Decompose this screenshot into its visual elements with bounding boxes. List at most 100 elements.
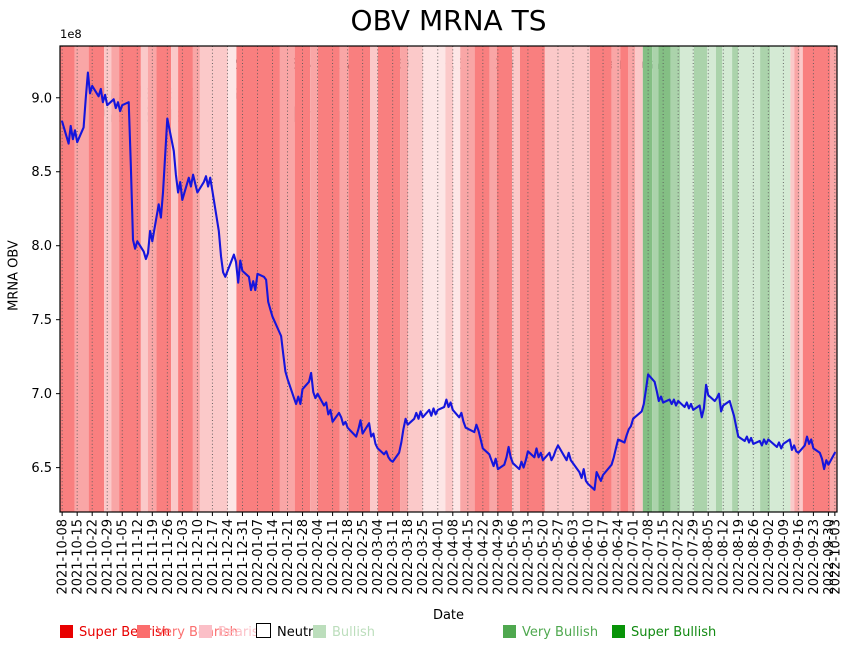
y-axis-ticks: 6.5 7.0 7.5 8.0 8.5 9.0	[31, 91, 60, 476]
signal-band-bearish	[799, 46, 803, 512]
signal-band-super_bearish	[88, 46, 105, 512]
plot-border	[59, 45, 838, 513]
signal-band-very_bearish	[339, 46, 349, 512]
legend-label-bullish: Bullish	[332, 625, 376, 640]
signal-band-bearish	[544, 46, 590, 512]
signal-band-super_bearish	[348, 46, 371, 512]
x-tick-label: 2022-07-29	[687, 519, 702, 595]
signal-band-very_bearish	[628, 46, 635, 512]
signal-band-super_bearish	[620, 46, 628, 512]
x-tick-label: 2022-04-22	[476, 519, 491, 595]
legend-label-bearish: Bearish	[218, 625, 267, 640]
legend-item-very-bearish: Very Bearish	[137, 621, 238, 640]
very-bullish-swatch-icon	[503, 625, 516, 638]
x-tick-label: 2021-10-15	[71, 519, 86, 595]
x-tick-label: 2022-08-12	[717, 519, 732, 595]
x-tick-label: 2022-03-11	[386, 519, 401, 595]
signal-band-super_bearish	[520, 46, 545, 512]
signal-band-super_bearish	[156, 46, 172, 512]
signal-band-bullish	[680, 46, 694, 512]
signal-band-very_bearish	[830, 46, 837, 512]
x-tick-label: 2022-04-15	[461, 519, 476, 595]
signal-band-bearish	[199, 46, 228, 512]
signal-band-bearish	[140, 46, 148, 512]
x-tick-label: 2022-08-19	[732, 519, 747, 595]
signal-band-very_bearish	[147, 46, 157, 512]
x-tick-label: 2021-10-29	[101, 519, 116, 595]
signal-band-very_bearish	[74, 46, 89, 512]
signal-band-weak_bearish	[422, 46, 446, 512]
bullish-swatch-icon	[313, 625, 326, 638]
signal-band-super_bearish	[236, 46, 280, 512]
signal-band-very_bearish	[460, 46, 475, 512]
signal-band-bullish	[707, 46, 716, 512]
signal-band-very_bullish	[670, 46, 680, 512]
signal-band-bearish	[104, 46, 112, 512]
x-tick-label: 2022-06-24	[612, 519, 627, 595]
legend-label-super-bullish: Super Bullish	[631, 625, 717, 640]
legend-label-very-bullish: Very Bullish	[522, 625, 599, 640]
chart-title: OBV MRNA TS	[350, 4, 547, 37]
y-axis-offset-label: 1e8	[60, 27, 82, 41]
x-tick-label: 2022-02-11	[326, 519, 341, 595]
x-tick-label: 2022-06-03	[566, 519, 581, 595]
signal-band-very_bullish	[715, 46, 722, 512]
signal-band-super_bearish	[119, 46, 141, 512]
x-tick-label: 2022-05-13	[521, 519, 536, 595]
signal-band-bearish	[635, 46, 643, 512]
x-tick-label: 2022-03-25	[416, 519, 431, 595]
signal-band-super_bearish	[802, 46, 830, 512]
x-tick-label: 2022-08-26	[747, 519, 762, 595]
neutral-swatch-icon	[256, 623, 271, 638]
signal-band-super_bearish	[496, 46, 513, 512]
signal-band-super_bullish	[658, 46, 671, 512]
signal-band-very_bearish	[310, 46, 318, 512]
signal-band-bearish	[408, 46, 423, 512]
signal-band-very_bearish	[111, 46, 120, 512]
x-tick-label: 2022-03-18	[401, 519, 416, 595]
x-tick-label: 2022-06-17	[597, 519, 612, 595]
x-tick-label: 2022-09-02	[762, 519, 777, 595]
signal-band-super_bearish	[318, 46, 340, 512]
legend-label-very-bearish: Very Bearish	[156, 625, 238, 640]
legend-item-very-bullish: Very Bullish	[503, 621, 598, 640]
signal-band-bullish	[722, 46, 733, 512]
x-tick-label: 2021-12-03	[176, 519, 191, 595]
signal-band-very_bearish	[279, 46, 295, 512]
x-tick-label: 2022-10-03	[828, 519, 843, 595]
y-tick-label: 6.5	[31, 461, 52, 476]
signal-band-bearish	[445, 46, 454, 512]
x-tick-label: 2022-09-09	[777, 519, 792, 595]
x-tick-label: 2021-12-10	[191, 519, 206, 595]
x-tick-label: 2022-01-14	[266, 519, 281, 595]
legend-item-super-bullish: Super Bullish	[612, 621, 716, 640]
x-tick-label: 2021-12-24	[221, 519, 236, 595]
x-tick-label: 2021-11-05	[116, 519, 131, 595]
y-tick-label: 8.0	[31, 239, 52, 254]
signal-band-super_bearish	[474, 46, 490, 512]
legend-item-neutral: Neutral	[256, 621, 325, 640]
signal-band-super_bearish	[294, 46, 311, 512]
x-tick-label: 2022-02-18	[341, 519, 356, 595]
signal-band-bearish	[370, 46, 378, 512]
x-tick-label: 2022-07-01	[627, 519, 642, 595]
x-tick-label: 2022-09-23	[807, 519, 822, 595]
x-tick-label: 2022-07-22	[672, 519, 687, 595]
signal-band-very_bullish	[652, 46, 659, 512]
x-axis-label: Date	[432, 608, 465, 623]
signal-band-super_bearish	[589, 46, 612, 512]
x-tick-label: 2022-09-30	[822, 519, 837, 595]
x-tick-label: 2022-05-20	[536, 519, 551, 595]
x-tick-label: 2021-11-19	[146, 519, 161, 595]
x-tick-label: 2022-09-16	[792, 519, 807, 595]
signal-band-weak_bearish	[453, 46, 461, 512]
obv-line-series	[61, 71, 836, 491]
x-tick-label: 2022-01-28	[296, 519, 311, 595]
signal-band-super_bearish	[377, 46, 401, 512]
y-tick-label: 7.0	[31, 387, 52, 402]
x-tick-label: 2022-07-08	[642, 519, 657, 595]
signal-band-very_bearish	[192, 46, 200, 512]
x-tick-label: 2022-05-27	[551, 519, 566, 595]
signal-band-bearish	[171, 46, 179, 512]
